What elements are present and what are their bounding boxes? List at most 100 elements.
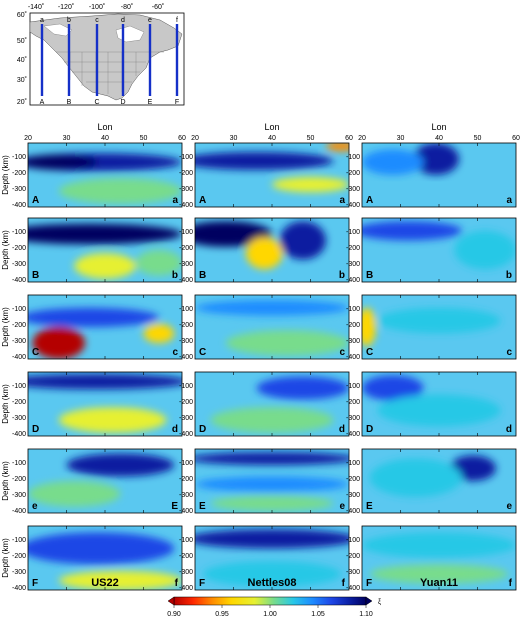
section-start-label: C (199, 347, 206, 358)
depth-tick-label: -100 (179, 229, 193, 236)
colorbar-ticks: 0.90 0.95 1.00 1.05 1.10 (167, 605, 373, 618)
depth-tick-label: -400 (12, 277, 26, 284)
section-end-label: a (506, 195, 512, 206)
depth-tick-label: -200 (346, 476, 360, 483)
depth-tick-label: -100 (346, 383, 360, 390)
depth-tick-label: -100 (179, 460, 193, 467)
lon-tick-label: 60 (345, 135, 353, 142)
depth-tick-label: -200 (179, 245, 193, 252)
depth-tick-label: -200 (346, 170, 360, 177)
lon-tick-label: 20 (24, 135, 32, 142)
section-start-label: D (32, 424, 39, 435)
depth-tick-label: -100 (12, 229, 26, 236)
depth-axis: -100 -200 -300 -400 (179, 154, 193, 209)
depth-axis: -100 -200 -300 -400 (346, 383, 360, 438)
section-end-label: f (342, 578, 346, 589)
lon-axis-title: Lon (264, 122, 279, 132)
section-start-label: A (199, 195, 206, 206)
depth-tick-label: -400 (12, 354, 26, 361)
depth-axis-title: Depth (km) (1, 538, 10, 578)
lon-axis-title: Lon (431, 122, 446, 132)
depth-axis: -100 -200 -300 -400 (179, 383, 193, 438)
depth-tick-label: -100 (179, 537, 193, 544)
depth-tick-label: -100 (346, 229, 360, 236)
profile-top-label: e (148, 17, 152, 24)
profile-bottom-label: D (120, 99, 125, 106)
velocity-anomaly (28, 481, 121, 507)
map-lon-label: -80˚ (121, 3, 133, 11)
depth-tick-label: -400 (346, 508, 360, 515)
depth-tick-label: -200 (346, 245, 360, 252)
colorbar-tick-label: 1.00 (263, 611, 277, 618)
section-start-label: D (199, 424, 206, 435)
depth-tick-label: -300 (179, 415, 193, 422)
lon-tick-label: 50 (140, 135, 148, 142)
depth-axis: -100 -200 -300 -400 (179, 537, 193, 592)
velocity-anomaly (362, 532, 516, 558)
depth-tick-label: -400 (179, 354, 193, 361)
section-end-label: e (506, 501, 512, 512)
colorbar: 0.90 0.95 1.00 1.05 1.10 ξ (167, 596, 381, 618)
velocity-anomaly (58, 570, 182, 590)
section-end-label: f (175, 578, 179, 589)
section-end-label: E (171, 501, 178, 512)
velocity-anomaly (28, 154, 98, 170)
section-start-label: C (32, 347, 39, 358)
depth-tick-label: -400 (179, 431, 193, 438)
depth-tick-label: -200 (179, 476, 193, 483)
depth-tick-label: -400 (179, 585, 193, 592)
velocity-anomaly (362, 149, 424, 175)
map-lon-label: -120˚ (58, 3, 74, 11)
depth-tick-label: -400 (346, 585, 360, 592)
section-start-label: F (32, 578, 38, 589)
lon-tick-label: 60 (178, 135, 186, 142)
inset-map: -140˚ -120˚ -100˚ -80˚ -60˚ 60˚50˚40˚30˚20˚ … (17, 3, 185, 106)
velocity-anomaly (195, 476, 349, 492)
section-start-label: C (366, 347, 373, 358)
depth-tick-label: -300 (346, 261, 360, 268)
velocity-anomaly (143, 323, 175, 343)
map-lat-label: 40˚ (17, 56, 27, 64)
depth-tick-label: -100 (179, 154, 193, 161)
colorbar-tick-label: 0.95 (215, 611, 229, 618)
depth-tick-label: -300 (179, 569, 193, 576)
depth-tick-label: -200 (346, 322, 360, 329)
depth-tick-label: -100 (12, 460, 26, 467)
profile-top-label: a (40, 17, 44, 24)
depth-tick-label: -300 (179, 492, 193, 499)
map-lat-label: 30˚ (17, 76, 27, 84)
depth-tick-label: -200 (12, 245, 26, 252)
lon-tick-label: 30 (63, 135, 71, 142)
depth-tick-label: -200 (346, 553, 360, 560)
velocity-anomaly (58, 178, 182, 204)
section-end-label: a (172, 195, 178, 206)
depth-tick-label: -300 (12, 492, 26, 499)
velocity-anomaly (195, 452, 349, 465)
depth-tick-label: -100 (346, 306, 360, 313)
lon-tick-label: 30 (230, 135, 238, 142)
depth-axis: -100 -200 -300 -400 (346, 306, 360, 361)
section-start-label: A (366, 195, 373, 206)
depth-axis: -100 -200 -300 -400 (346, 154, 360, 209)
depth-tick-label: -200 (346, 399, 360, 406)
colorbar-tick-label: 0.90 (167, 611, 181, 618)
depth-axis: -100 -200 -300 -400 (12, 154, 26, 209)
depth-tick-label: -300 (179, 186, 193, 193)
depth-tick-label: -100 (346, 537, 360, 544)
colorbar-tick-label: 1.10 (359, 611, 373, 618)
section-end-label: c (339, 347, 345, 358)
depth-tick-label: -200 (179, 553, 193, 560)
section-end-label: c (172, 347, 178, 358)
velocity-anomaly (412, 143, 460, 175)
depth-tick-label: -400 (346, 202, 360, 209)
depth-tick-label: -100 (179, 306, 193, 313)
depth-axis: -100 -200 -300 -400 (12, 306, 26, 361)
